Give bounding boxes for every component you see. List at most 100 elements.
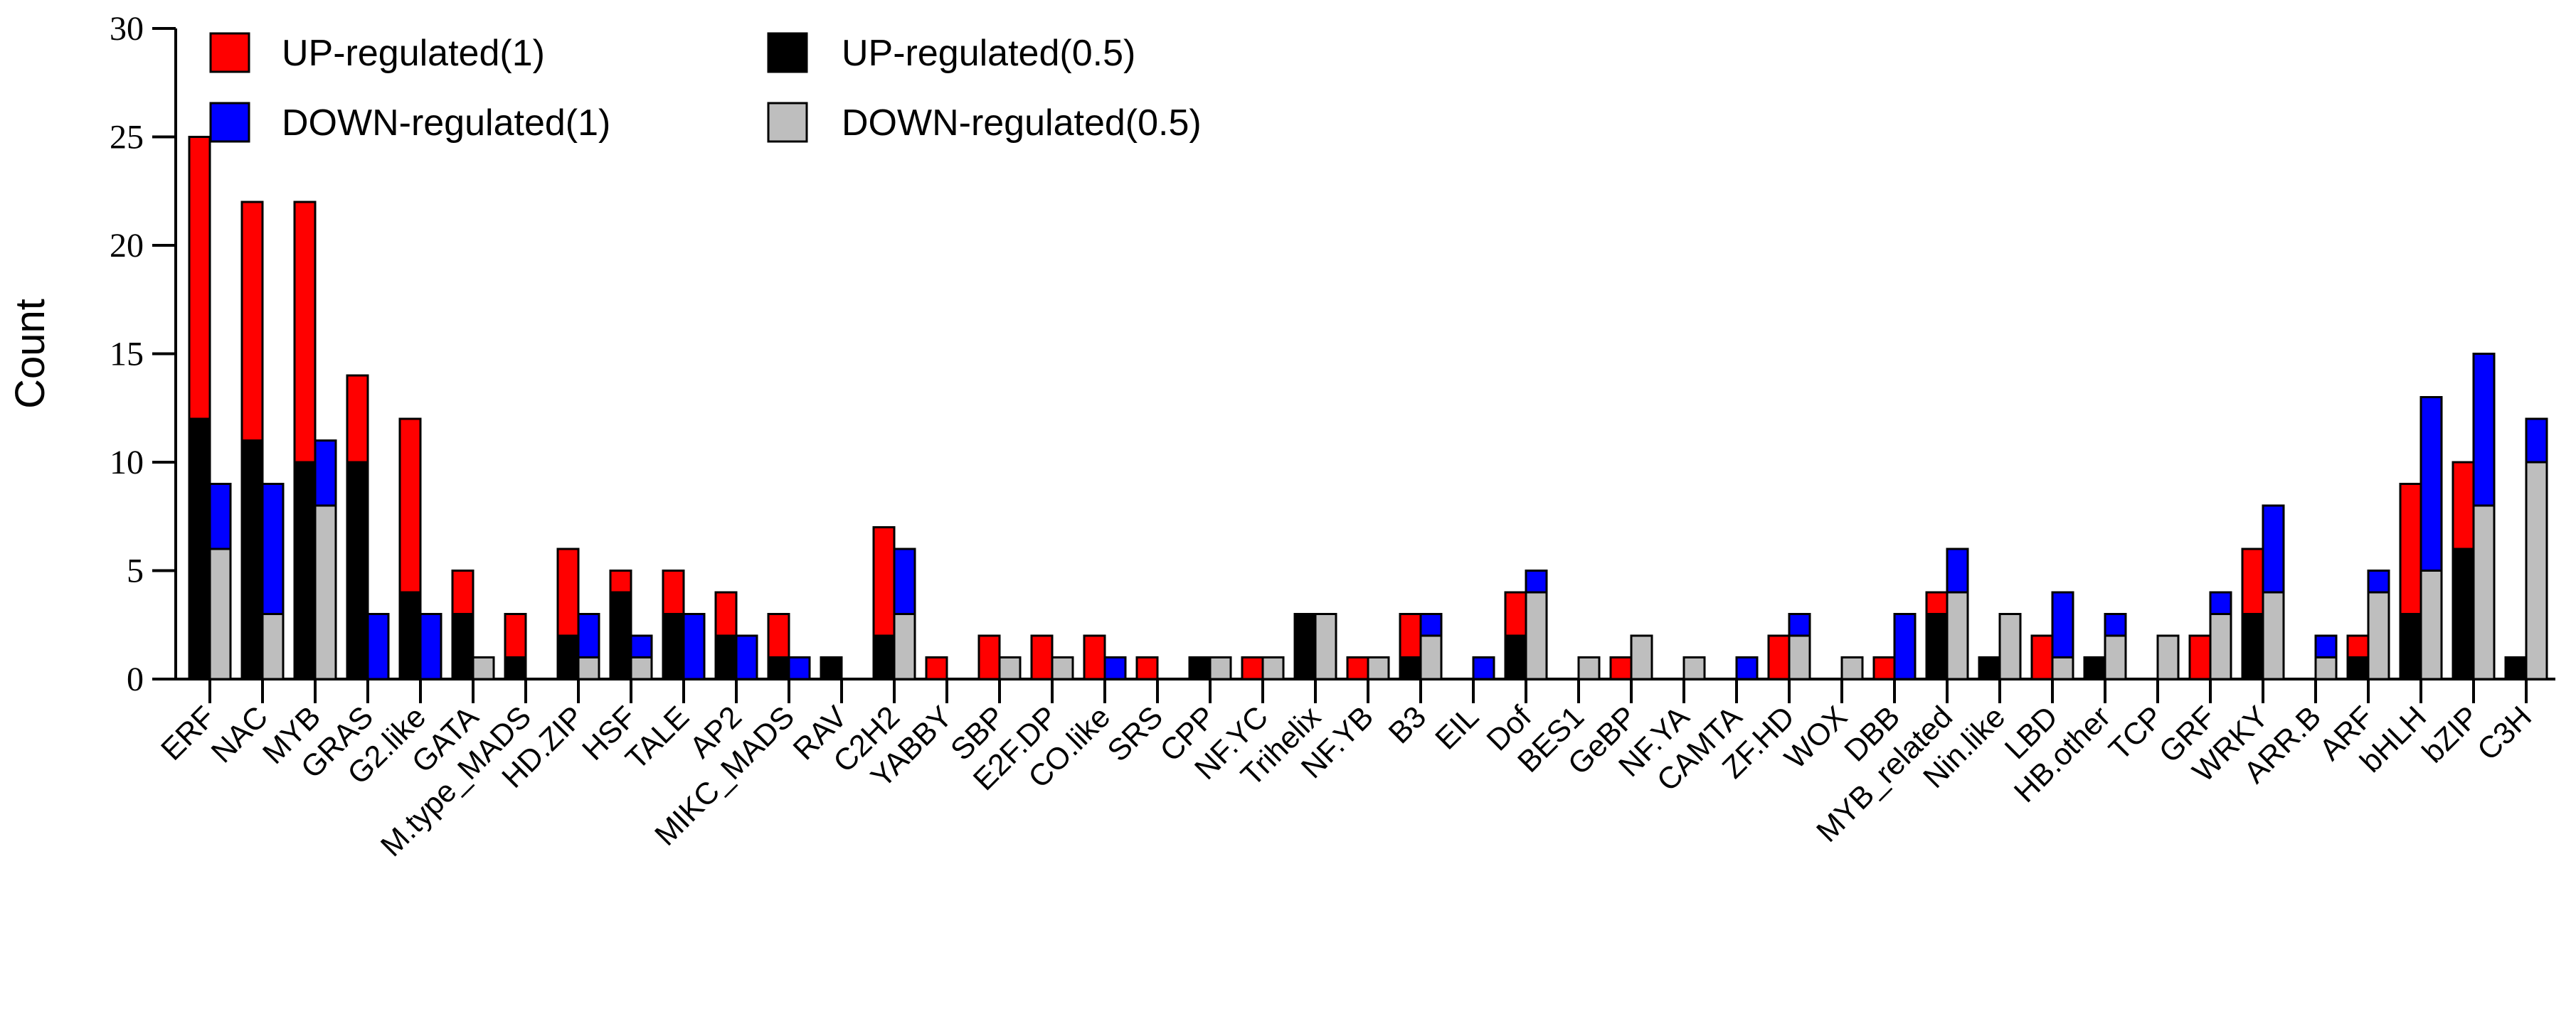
bar-segment-down-one <box>735 634 758 680</box>
legend-swatch-down-regulated-1- <box>209 102 250 143</box>
bar-segment-up-one <box>662 570 685 615</box>
y-tick-label: 0 <box>127 661 144 698</box>
bar-segment-down-half <box>2262 591 2285 680</box>
bar-segment-down-one <box>788 656 811 680</box>
y-tick-label: 5 <box>127 552 144 590</box>
bar-segment-up-half <box>820 656 843 680</box>
bar-segment-up-one <box>240 201 264 442</box>
bar-segment-up-half <box>398 591 422 680</box>
bar-segment-down-one <box>893 548 916 615</box>
bar-segment-up-one <box>2452 461 2475 550</box>
x-tick-label: TCP <box>2102 700 2170 767</box>
bar-segment-down-half <box>2156 634 2180 680</box>
legend-label: DOWN-regulated(1) <box>282 102 610 144</box>
bar-segment-up-half <box>2241 613 2264 680</box>
bar-segment-up-one <box>1135 656 1159 680</box>
bar-segment-down-one <box>1419 613 1443 637</box>
bar-segment-down-one <box>1103 656 1127 680</box>
bar-segment-down-half <box>1577 656 1601 680</box>
bar-segment-up-one <box>2399 483 2422 615</box>
bar-segment-up-one <box>1504 591 1527 637</box>
bar-segment-down-half <box>2419 570 2443 680</box>
bar-segment-down-one <box>2525 417 2548 464</box>
bar-segment-up-half <box>1399 656 1422 680</box>
bar-segment-up-half <box>1925 613 1949 680</box>
x-axis: ERFNACMYBGRASG2.likeGATAM.type_MADSHD.ZI… <box>154 679 2538 863</box>
bar-segment-up-half <box>451 613 475 680</box>
bar-segment-up-one <box>872 526 896 637</box>
bar-segment-up-one <box>2188 634 2212 680</box>
legend: UP-regulated(1) DOWN-regulated(1) UP-regul… <box>209 32 1202 144</box>
bar-segment-up-half <box>1188 656 1212 680</box>
bar-segment-up-half <box>188 417 211 680</box>
bar-segment-down-half <box>893 613 916 680</box>
bar-segment-down-half <box>2209 613 2232 680</box>
bar-segment-up-one <box>346 374 369 464</box>
bar-segment-down-one <box>2367 570 2390 594</box>
bar-segment-up-half <box>872 634 896 680</box>
bar-segment-down-half <box>2367 591 2390 680</box>
legend-swatch-down-regulated-0-5- <box>767 102 808 143</box>
bar-segment-down-half <box>261 613 285 680</box>
bar-segment-up-one <box>556 548 580 637</box>
bar-segment-up-one <box>1399 613 1422 658</box>
bar-segment-up-half <box>293 461 317 680</box>
bar-segment-up-one <box>609 570 632 594</box>
bar-segment-down-half <box>1525 591 1548 680</box>
bar-segment-up-one <box>1030 634 1054 680</box>
bar-segment-down-half <box>1630 634 1653 680</box>
x-tick-label: C3H <box>2471 700 2538 767</box>
bar-segment-down-half <box>2314 656 2338 680</box>
bar-segment-up-one <box>977 634 1001 680</box>
bar-segment-up-half <box>556 634 580 680</box>
y-axis-title: Count <box>7 299 53 409</box>
bar-segment-down-half <box>1051 656 1074 680</box>
bar-segment-down-half <box>1840 656 1864 680</box>
bar-segment-up-half <box>2452 548 2475 680</box>
bar-segment-up-one <box>714 591 738 637</box>
bar-segment-up-half <box>767 656 790 680</box>
bar-segment-up-half <box>2504 656 2528 680</box>
bar-segment-down-half <box>472 656 495 680</box>
bar-segment-up-one <box>293 201 317 464</box>
bar-segment-down-half <box>1788 634 1811 680</box>
x-tick-label: EIL <box>1429 700 1485 757</box>
bar-segment-down-one <box>1735 656 1759 680</box>
bar-segment-down-half <box>1998 613 2022 680</box>
y-tick-label: 10 <box>110 444 144 481</box>
bar-segment-up-one <box>451 570 475 615</box>
bar-segment-down-half <box>2104 634 2127 680</box>
bar-segment-down-one <box>630 634 653 658</box>
bar-segment-down-half <box>208 548 232 680</box>
bar-segment-up-half <box>2083 656 2106 680</box>
bar-segment-up-one <box>1083 634 1106 680</box>
bar-segment-down-one <box>2419 396 2443 572</box>
bar-segment-down-one <box>2051 591 2074 658</box>
bar-segment-up-one <box>188 136 211 420</box>
bar-segment-down-half <box>1314 613 1337 680</box>
bar-segment-up-one <box>398 417 422 594</box>
x-tick-label: bZIP <box>2416 700 2486 769</box>
bar-segment-up-half <box>1978 656 2001 680</box>
bar-segment-down-one <box>2104 613 2127 637</box>
bar-segment-down-one <box>1525 570 1548 594</box>
bar-segment-up-one <box>1346 656 1369 680</box>
bar-segment-down-half <box>314 504 337 680</box>
legend-label: DOWN-regulated(0.5) <box>842 102 1202 144</box>
bar-segment-down-half <box>2525 461 2548 680</box>
bar-segment-down-one <box>2314 634 2338 658</box>
x-tick-label: TALE <box>619 700 696 776</box>
bar-segment-down-half <box>1261 656 1285 680</box>
y-tick-label: 20 <box>110 227 144 265</box>
bar-segment-down-half <box>630 656 653 680</box>
bar-segment-down-half <box>1209 656 1232 680</box>
bar-segment-up-one <box>2030 634 2054 680</box>
y-tick-label: 30 <box>110 10 144 48</box>
bar-segment-down-one <box>366 613 390 680</box>
bar-segment-down-half <box>1946 591 1969 680</box>
legend-label: UP-regulated(1) <box>282 33 545 74</box>
bar-segment-up-one <box>2346 634 2370 658</box>
bar-segment-up-one <box>1872 656 1896 680</box>
bar-segment-down-one <box>2472 353 2496 507</box>
